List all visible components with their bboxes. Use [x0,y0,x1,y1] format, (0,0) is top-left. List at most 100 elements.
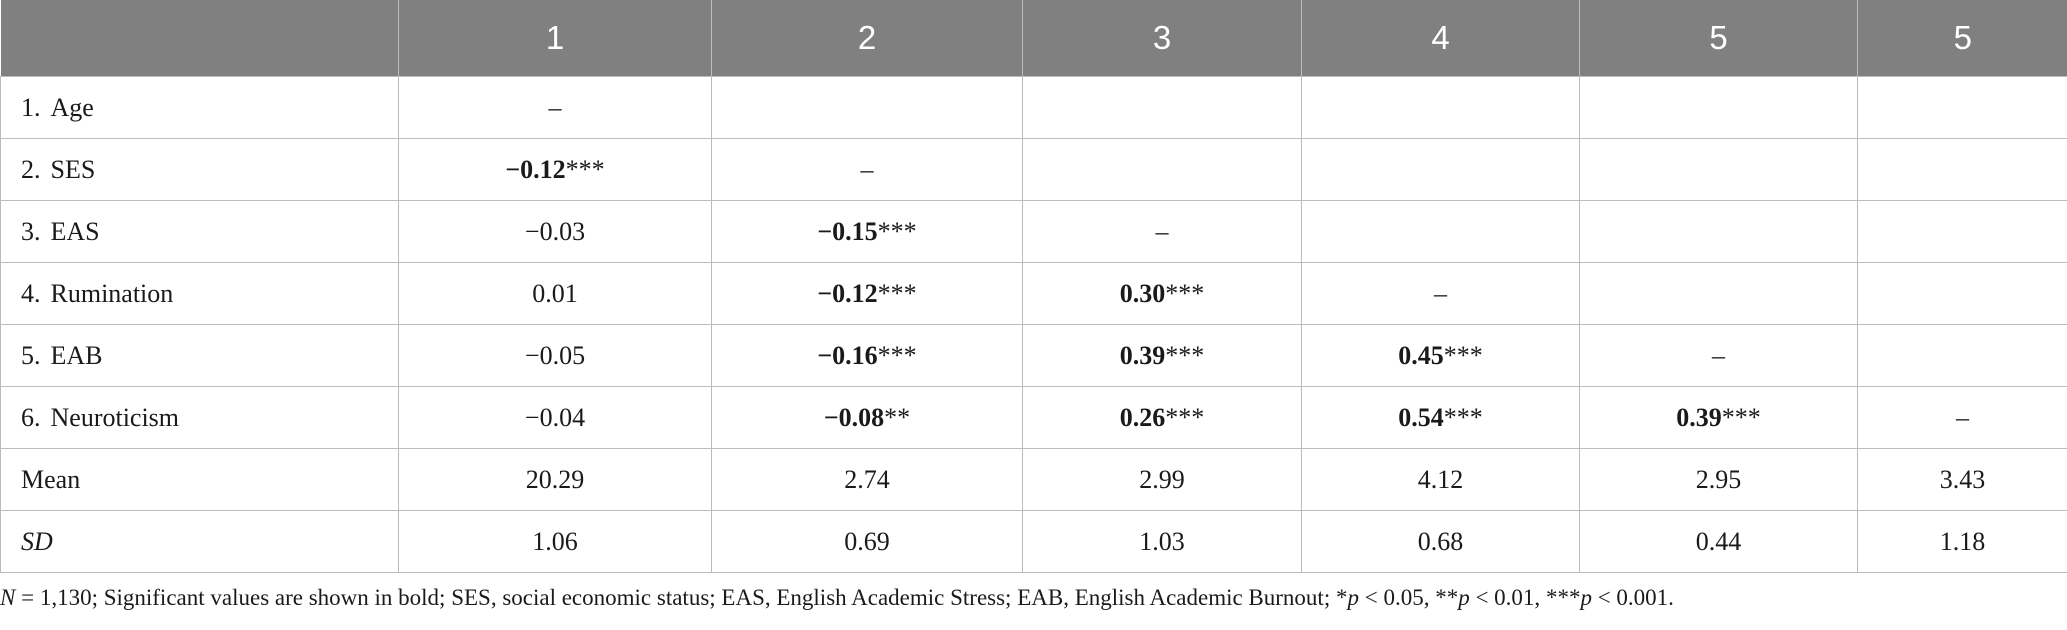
table-cell: −0.05 [398,324,712,387]
table-cell: −0.08** [711,386,1023,449]
row-label: 6. Neuroticism [0,386,399,449]
table-cell: −0.12*** [398,138,712,201]
cell-value: 0.68 [1417,526,1464,556]
cell-value: −0.15 [817,216,878,246]
significance-stars: ** [884,402,911,432]
table-cell: 0.69 [711,510,1023,573]
table-footnote: N = 1,130; Significant values are shown … [0,585,1674,611]
header-cell-1: 1 [398,0,712,77]
cell-value: 4.12 [1417,464,1464,494]
cell-value: 0.26 [1119,402,1166,432]
row-label: SD [0,510,399,573]
significance-stars: *** [1165,402,1205,432]
cell-value: 0.39 [1676,402,1722,432]
row-label: 3. EAS [0,200,399,263]
table-cell: 4.12 [1301,448,1580,511]
cell-value: 2.95 [1695,464,1742,494]
cell-value: 2.74 [844,464,890,494]
table-cell [1301,138,1580,201]
table-cell [1579,200,1858,263]
table-cell [1857,324,2067,387]
significance-stars: *** [1721,402,1761,432]
table-cell [1022,76,1302,139]
row-label: 4. Rumination [0,262,399,325]
table-row: 2. SES −0.12*** – [0,138,2067,201]
cell-value: 1.03 [1139,526,1185,556]
note-threshold-3: < 0.001. [1591,585,1674,610]
cell-value: −0.04 [524,402,586,432]
note-text: = 1,130; Significant values are shown in… [15,585,1336,610]
table-cell [1301,76,1580,139]
cell-value: 0.54 [1398,402,1444,432]
table-cell [711,76,1023,139]
table-row: SD 1.06 0.69 1.03 0.68 0.44 1.18 [0,510,2067,573]
cell-value: – [1155,216,1169,246]
table-cell [1022,138,1302,201]
cell-value: 0.39 [1119,340,1166,370]
significance-stars: *** [565,154,605,184]
cell-value: – [1712,340,1725,370]
header-row: 1 2 3 4 5 5 [0,0,2067,77]
header-cell-3: 3 [1022,0,1302,77]
table-cell: 2.95 [1579,448,1858,511]
table-cell [1857,138,2067,201]
table-header: 1 2 3 4 5 5 [0,0,2067,77]
row-number: 3. [21,216,41,246]
row-label: Mean [0,448,399,511]
header-cell-4: 4 [1301,0,1580,77]
table-cell: 0.39*** [1579,386,1858,449]
table-cell: 0.30*** [1022,262,1302,325]
header-cell-5: 5 [1579,0,1858,77]
cell-value: −0.12 [817,278,878,308]
note-star-3: *** [1545,585,1581,610]
note-p-1: p [1347,585,1359,610]
row-label-text: EAS [50,216,100,246]
table-cell: – [1301,262,1580,325]
table-cell: 3.43 [1857,448,2067,511]
cell-value: – [1434,278,1447,308]
cell-value: 0.01 [532,278,578,308]
table-cell: 0.45*** [1301,324,1580,387]
note-threshold-1: < 0.05, [1358,585,1436,610]
table-cell: 2.74 [711,448,1023,511]
cell-value: −0.08 [823,402,885,432]
table-cell: – [1022,200,1302,263]
table-cell [1301,200,1580,263]
row-label-text: SD [21,526,53,556]
note-p-3: p [1580,585,1592,610]
table-cell: 0.68 [1301,510,1580,573]
cell-value: 20.29 [525,464,585,494]
header-cell-6: 5 [1857,0,2067,77]
note-threshold-2: < 0.01, [1469,585,1546,610]
correlation-table: 1 2 3 4 5 5 1. Age –2. SES −0.12*** –3. EAS −0.… [0,0,2067,573]
cell-value: 1.18 [1939,526,1986,556]
correlation-table-container: 1 2 3 4 5 5 1. Age –2. SES −0.12*** –3. EAS −0.… [0,0,2067,610]
cell-value: – [860,154,874,184]
table-cell: 0.39*** [1022,324,1302,387]
row-label-text: Rumination [50,278,174,308]
table-cell: 20.29 [398,448,712,511]
significance-stars: *** [1443,402,1483,432]
table-row: 1. Age – [0,76,2067,139]
table-row: Mean 20.29 2.74 2.99 4.12 2.95 3.43 [0,448,2067,511]
table-cell [1579,76,1858,139]
significance-stars: *** [877,278,917,308]
table-cell: 1.03 [1022,510,1302,573]
table-cell: 2.99 [1022,448,1302,511]
note-star-2: ** [1435,585,1459,610]
table-cell [1857,76,2067,139]
row-label-text: SES [50,154,96,184]
significance-stars: *** [1443,340,1483,370]
row-number: 4. [21,278,41,308]
row-number: 1. [21,92,41,122]
table-cell: −0.04 [398,386,712,449]
cell-value: −0.05 [524,340,586,370]
table-cell: −0.15*** [711,200,1023,263]
table-cell: 1.18 [1857,510,2067,573]
table-cell: – [1579,324,1858,387]
table-row: 4. Rumination 0.01 −0.12*** 0.30*** – [0,262,2067,325]
table-row: 5. EAB −0.05 −0.16*** 0.39*** 0.45*** – [0,324,2067,387]
row-label-text: Neuroticism [50,402,180,432]
cell-value: 0.30 [1119,278,1166,308]
row-number: 2. [21,154,41,184]
